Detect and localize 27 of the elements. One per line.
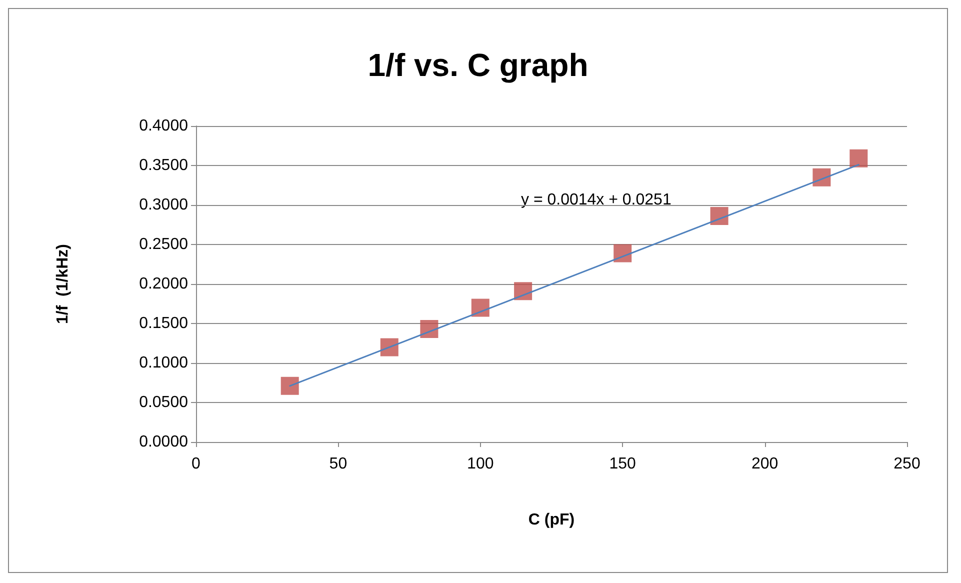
- point: [514, 282, 532, 300]
- x-tick-label: 100: [467, 456, 494, 472]
- x-tick-label: 150: [609, 456, 636, 472]
- point: [471, 298, 490, 317]
- x-axis-title: C (pF): [528, 512, 575, 528]
- y-axis-title: 1/f (1/kHz): [54, 244, 72, 324]
- point: [710, 207, 728, 226]
- point: [614, 244, 632, 262]
- y-tick-label: 0.0500: [139, 394, 188, 411]
- x-tick-label: 0: [192, 456, 201, 472]
- y-tick-label: 0.1500: [139, 315, 188, 332]
- x-tick-label: 50: [329, 456, 348, 472]
- point: [380, 338, 398, 356]
- point: [420, 320, 438, 338]
- x-tick-label: 250: [894, 456, 920, 472]
- y-tick-label: 0.4000: [139, 118, 188, 134]
- x-tick-label: 200: [751, 456, 778, 472]
- chart-title: 1/f vs. C graph: [368, 47, 588, 83]
- y-tick-label: 0.3000: [139, 196, 188, 214]
- y-tick-label: 0.1000: [139, 354, 188, 372]
- y-tick-label: 0.3500: [139, 157, 188, 174]
- point: [280, 376, 299, 395]
- y-tick-label: 0.0000: [139, 434, 188, 450]
- point: [850, 149, 868, 168]
- y-tick-label: 0.2500: [139, 236, 188, 253]
- y-tick-label: 0.2000: [139, 276, 188, 292]
- point: [812, 168, 831, 186]
